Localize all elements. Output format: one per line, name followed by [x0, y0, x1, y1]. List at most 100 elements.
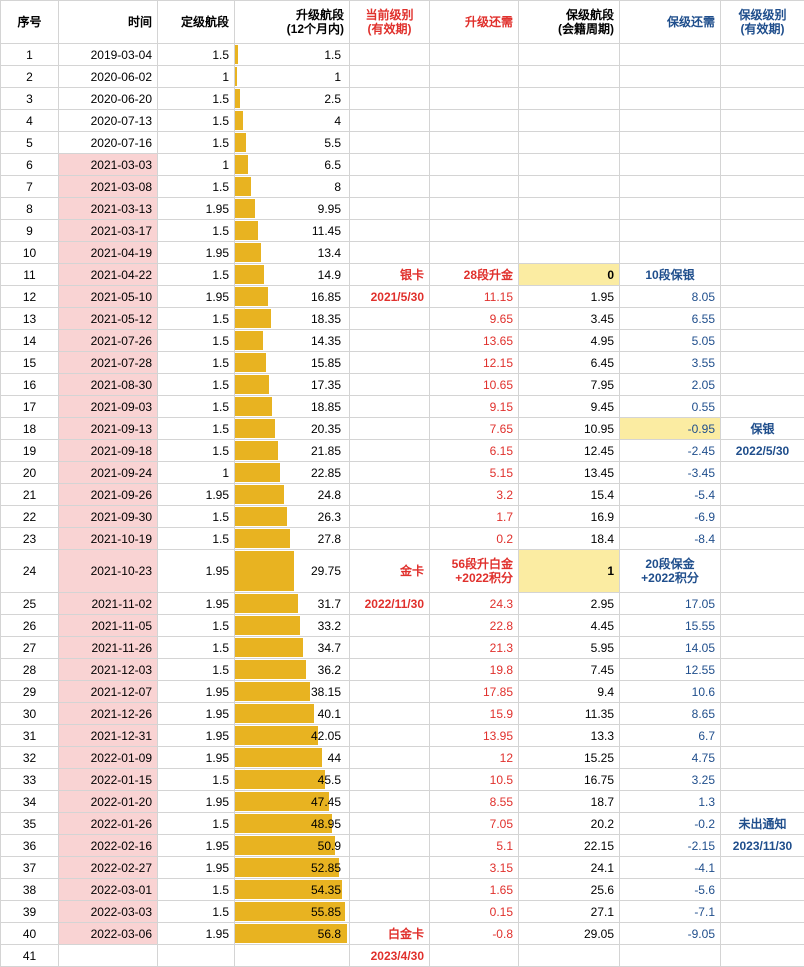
- cell-keep-needed[interactable]: [620, 242, 721, 264]
- cell-keep-level[interactable]: [721, 352, 804, 374]
- cell-keep-level[interactable]: [721, 242, 804, 264]
- cell-current-level[interactable]: [350, 330, 430, 352]
- cell-keep-needed[interactable]: [620, 132, 721, 154]
- cell-date[interactable]: 2021-05-12: [59, 308, 158, 330]
- cell-seq[interactable]: 21: [1, 484, 59, 506]
- cell-upgrade-segments[interactable]: 18.85: [235, 396, 350, 418]
- cell-keep-needed[interactable]: -3.45: [620, 462, 721, 484]
- cell-upgrade-segments[interactable]: 15.85: [235, 352, 350, 374]
- cell-seq[interactable]: 28: [1, 659, 59, 681]
- cell-date[interactable]: 2021-12-03: [59, 659, 158, 681]
- cell-keep-segments[interactable]: 1.95: [519, 286, 620, 308]
- cell-keep-level[interactable]: [721, 66, 804, 88]
- cell-date[interactable]: 2020-06-20: [59, 88, 158, 110]
- cell-date[interactable]: 2022-03-01: [59, 879, 158, 901]
- cell-upgrade-needed[interactable]: 9.15: [430, 396, 519, 418]
- cell-upgrade-needed[interactable]: 10.5: [430, 769, 519, 791]
- cell-current-level[interactable]: [350, 901, 430, 923]
- cell-keep-segments[interactable]: 10.95: [519, 418, 620, 440]
- cell-keep-needed[interactable]: [620, 945, 721, 967]
- cell-keep-level[interactable]: [721, 286, 804, 308]
- cell-upgrade-needed[interactable]: 7.65: [430, 418, 519, 440]
- cell-seq[interactable]: 22: [1, 506, 59, 528]
- cell-date[interactable]: 2022-01-09: [59, 747, 158, 769]
- cell-segments[interactable]: 1.95: [158, 550, 235, 593]
- cell-upgrade-needed[interactable]: 13.95: [430, 725, 519, 747]
- cell-keep-needed[interactable]: -4.1: [620, 857, 721, 879]
- cell-keep-segments[interactable]: 3.45: [519, 308, 620, 330]
- cell-segments[interactable]: 1.95: [158, 857, 235, 879]
- cell-keep-level[interactable]: 2023/11/30: [721, 835, 804, 857]
- header-upgrade-segments[interactable]: 升级航段(12个月内): [235, 1, 350, 44]
- cell-upgrade-segments[interactable]: 17.35: [235, 374, 350, 396]
- cell-keep-level[interactable]: [721, 725, 804, 747]
- cell-date[interactable]: 2021-11-02: [59, 593, 158, 615]
- cell-keep-needed[interactable]: -2.45: [620, 440, 721, 462]
- cell-segments[interactable]: 1.95: [158, 747, 235, 769]
- cell-keep-segments[interactable]: 27.1: [519, 901, 620, 923]
- cell-seq[interactable]: 31: [1, 725, 59, 747]
- cell-keep-level[interactable]: [721, 593, 804, 615]
- cell-segments[interactable]: 1.95: [158, 286, 235, 308]
- cell-keep-level[interactable]: [721, 901, 804, 923]
- cell-keep-segments[interactable]: 18.4: [519, 528, 620, 550]
- cell-upgrade-needed[interactable]: 1.7: [430, 506, 519, 528]
- cell-current-level[interactable]: [350, 176, 430, 198]
- cell-upgrade-needed[interactable]: 28段升金: [430, 264, 519, 286]
- cell-upgrade-needed[interactable]: [430, 945, 519, 967]
- cell-current-level[interactable]: [350, 528, 430, 550]
- cell-keep-level[interactable]: [721, 747, 804, 769]
- cell-seq[interactable]: 1: [1, 44, 59, 66]
- cell-seq[interactable]: 35: [1, 813, 59, 835]
- cell-segments[interactable]: 1: [158, 66, 235, 88]
- cell-upgrade-needed[interactable]: [430, 44, 519, 66]
- cell-upgrade-needed[interactable]: 22.8: [430, 615, 519, 637]
- cell-date[interactable]: [59, 945, 158, 967]
- cell-seq[interactable]: 18: [1, 418, 59, 440]
- cell-segments[interactable]: 1.5: [158, 220, 235, 242]
- cell-upgrade-segments[interactable]: 5.5: [235, 132, 350, 154]
- cell-date[interactable]: 2022-01-15: [59, 769, 158, 791]
- cell-keep-level[interactable]: [721, 879, 804, 901]
- cell-keep-segments[interactable]: 4.45: [519, 615, 620, 637]
- cell-keep-level[interactable]: 2022/5/30: [721, 440, 804, 462]
- cell-date[interactable]: 2021-05-10: [59, 286, 158, 308]
- cell-upgrade-needed[interactable]: 19.8: [430, 659, 519, 681]
- cell-seq[interactable]: 39: [1, 901, 59, 923]
- cell-current-level[interactable]: [350, 110, 430, 132]
- cell-seq[interactable]: 12: [1, 286, 59, 308]
- cell-upgrade-needed[interactable]: 11.15: [430, 286, 519, 308]
- cell-upgrade-needed[interactable]: 12: [430, 747, 519, 769]
- cell-date[interactable]: 2022-01-26: [59, 813, 158, 835]
- cell-date[interactable]: 2021-10-19: [59, 528, 158, 550]
- cell-segments[interactable]: 1: [158, 154, 235, 176]
- cell-upgrade-needed[interactable]: 15.9: [430, 703, 519, 725]
- cell-current-level[interactable]: [350, 44, 430, 66]
- cell-upgrade-needed[interactable]: 10.65: [430, 374, 519, 396]
- cell-segments[interactable]: 1.95: [158, 835, 235, 857]
- cell-keep-segments[interactable]: 9.45: [519, 396, 620, 418]
- cell-keep-segments[interactable]: [519, 44, 620, 66]
- cell-upgrade-segments[interactable]: 1: [235, 66, 350, 88]
- cell-keep-segments[interactable]: 9.4: [519, 681, 620, 703]
- cell-segments[interactable]: 1.5: [158, 176, 235, 198]
- cell-upgrade-segments[interactable]: 50.9: [235, 835, 350, 857]
- cell-date[interactable]: 2021-03-13: [59, 198, 158, 220]
- cell-current-level[interactable]: [350, 703, 430, 725]
- cell-seq[interactable]: 37: [1, 857, 59, 879]
- cell-upgrade-needed[interactable]: 0.2: [430, 528, 519, 550]
- cell-segments[interactable]: 1.5: [158, 330, 235, 352]
- cell-upgrade-needed[interactable]: [430, 66, 519, 88]
- cell-keep-needed[interactable]: 10段保银: [620, 264, 721, 286]
- cell-keep-needed[interactable]: -8.4: [620, 528, 721, 550]
- cell-seq[interactable]: 2: [1, 66, 59, 88]
- cell-keep-needed[interactable]: 12.55: [620, 659, 721, 681]
- cell-upgrade-segments[interactable]: 40.1: [235, 703, 350, 725]
- cell-keep-segments[interactable]: [519, 154, 620, 176]
- cell-keep-needed[interactable]: -5.6: [620, 879, 721, 901]
- cell-keep-needed[interactable]: -9.05: [620, 923, 721, 945]
- cell-keep-segments[interactable]: [519, 198, 620, 220]
- cell-date[interactable]: 2022-03-06: [59, 923, 158, 945]
- cell-segments[interactable]: 1.5: [158, 901, 235, 923]
- cell-keep-level[interactable]: [721, 176, 804, 198]
